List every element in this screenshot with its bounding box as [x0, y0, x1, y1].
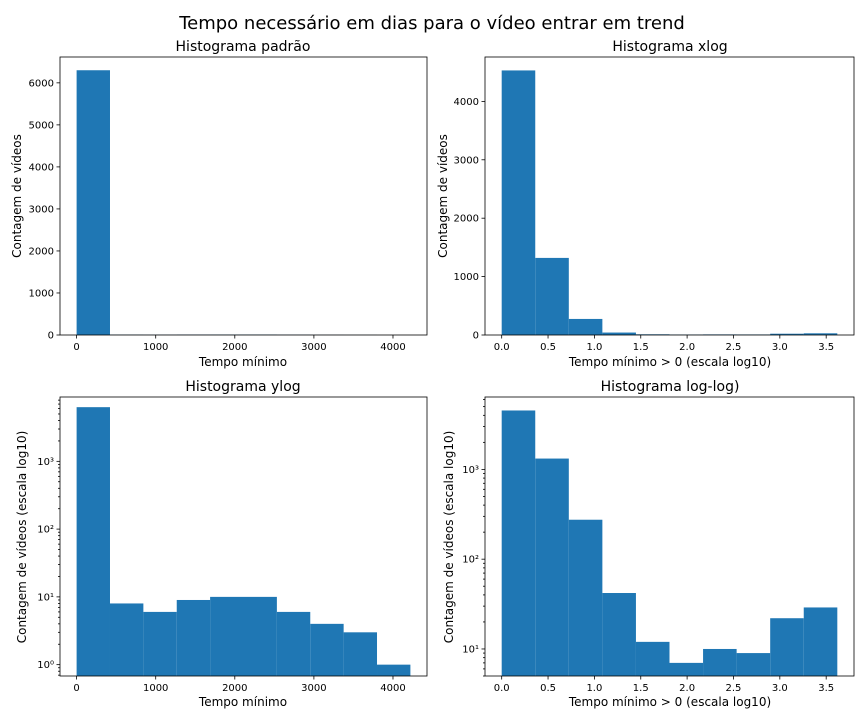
y-tick-label: 4000: [454, 97, 479, 108]
subplot-title: Histograma log-log): [601, 379, 740, 395]
plot-frame: [59, 56, 428, 336]
plot-frame: [484, 56, 855, 336]
histogram-bar: [377, 664, 411, 676]
x-tick-label: 1.5: [633, 683, 649, 694]
y-tick-label: 10¹: [462, 644, 479, 655]
y-axis-label: Contagem de vídeos (escala log10): [442, 431, 456, 644]
subplot-standard-histogram: Histograma padrão 0 1000 2000 3000 4000 0 100…: [10, 39, 428, 369]
histogram-bar: [76, 407, 110, 676]
histogram-bar: [568, 318, 603, 335]
y-tick-label: 1000: [454, 272, 479, 283]
histogram-bar: [535, 257, 569, 335]
histogram-bar: [76, 70, 110, 336]
histogram-bar: [501, 70, 536, 336]
x-tick-label: 1.0: [586, 342, 602, 353]
x-tick-label: 1.5: [633, 342, 649, 353]
y-tick-label: 2000: [29, 246, 54, 257]
histogram-bar: [703, 648, 737, 676]
x-tick-label: 2000: [222, 342, 247, 353]
x-tick-label: 0.5: [540, 683, 556, 694]
x-tick-label: 3.5: [818, 683, 834, 694]
plot-frame: [59, 396, 428, 677]
histogram-bar: [143, 611, 177, 676]
histogram-bar: [635, 641, 670, 676]
histogram-bar: [736, 653, 771, 676]
y-tick-label: 2000: [454, 214, 479, 225]
subplot-xlog-histogram: Histograma xlog 0.0 0.5 1.0 1.5 2.0 2.5 3.0 3.5…: [436, 39, 855, 369]
y-tick-label: 5000: [29, 120, 54, 131]
y-tick-label: 10³: [37, 457, 54, 468]
x-tick-label: 2.5: [726, 342, 742, 353]
histogram-bar: [669, 662, 704, 676]
y-tick-label: 10²: [462, 555, 479, 566]
x-axis-label: Tempo mínimo > 0 (escala log10): [568, 695, 771, 709]
x-tick-label: 2.0: [679, 342, 695, 353]
x-tick-label: 0.0: [494, 683, 510, 694]
histogram-bar: [310, 623, 344, 676]
x-tick-label: 4000: [380, 342, 405, 353]
x-tick-label: 2.5: [726, 683, 742, 694]
y-axis-label: Contagem de vídeos: [10, 134, 24, 258]
subplot-ylog-histogram: Histograma ylog 0 1000 2000 3000 4000 10⁰ 10¹…: [15, 379, 428, 709]
x-tick-label: 3.0: [772, 342, 788, 353]
x-tick-label: 0.0: [494, 342, 510, 353]
subplot-title: Histograma ylog: [185, 379, 300, 395]
x-tick-label: 3.0: [772, 683, 788, 694]
histogram-bar: [568, 519, 603, 676]
y-tick-label: 10¹: [37, 592, 54, 603]
x-axis-label: Tempo mínimo: [198, 355, 287, 369]
y-tick-label: 1000: [29, 288, 54, 299]
x-tick-label: 4000: [380, 683, 405, 694]
y-tick-label: 10²: [37, 525, 54, 536]
histogram-bar: [243, 596, 277, 676]
x-tick-label: 2.0: [679, 683, 695, 694]
y-tick-label: 10³: [462, 465, 479, 476]
y-tick-label: 0: [48, 331, 54, 342]
plot-frame: [484, 396, 855, 677]
figure-title: Tempo necessário em dias para o vídeo en…: [178, 13, 685, 34]
histogram-bar: [803, 333, 838, 335]
x-tick-label: 1000: [143, 683, 168, 694]
histogram-bar: [343, 632, 378, 676]
histogram-bar: [770, 333, 804, 335]
y-tick-label: 10⁰: [37, 660, 54, 671]
x-tick-label: 1.0: [586, 683, 602, 694]
y-tick-label: 3000: [29, 204, 54, 215]
y-tick-label: 6000: [29, 78, 54, 89]
subplot-loglog-histogram: Histograma log-log) 0.0 0.5 1.0 1.5 2.0 2.5 3.…: [442, 379, 855, 709]
histogram-bar: [770, 618, 804, 676]
x-tick-label: 0: [73, 342, 79, 353]
subplot-title: Histograma padrão: [176, 39, 311, 55]
x-tick-label: 2000: [222, 683, 247, 694]
y-tick-label: 0: [473, 331, 479, 342]
y-axis-label: Contagem de vídeos (escala log10): [15, 431, 29, 644]
x-axis-label: Tempo mínimo: [198, 695, 287, 709]
histogram-bar: [602, 593, 636, 676]
histogram-bar: [210, 596, 244, 676]
histogram-bar: [602, 332, 636, 335]
x-tick-label: 1000: [143, 342, 168, 353]
y-tick-label: 4000: [29, 162, 54, 173]
histogram-bar: [176, 599, 211, 676]
x-tick-label: 0: [73, 683, 79, 694]
histogram-bar: [109, 603, 144, 676]
x-tick-label: 0.5: [540, 342, 556, 353]
x-tick-label: 3.5: [818, 342, 834, 353]
y-tick-label: 3000: [454, 155, 479, 166]
histogram-bar: [276, 611, 311, 676]
x-tick-label: 3000: [301, 683, 326, 694]
y-axis-label: Contagem de vídeos: [436, 134, 450, 258]
histogram-bar: [501, 410, 536, 676]
x-axis-label: Tempo mínimo > 0 (escala log10): [568, 355, 771, 369]
x-tick-label: 3000: [301, 342, 326, 353]
histogram-bar: [535, 458, 569, 676]
subplot-title: Histograma xlog: [612, 39, 727, 55]
histogram-bar: [803, 607, 838, 676]
